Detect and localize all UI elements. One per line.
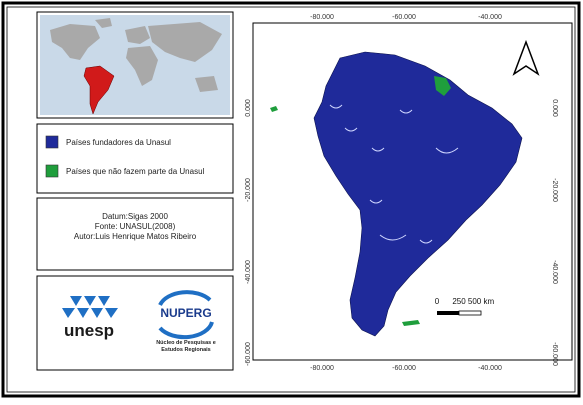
australia: [195, 76, 218, 92]
x-coordinate: -40.000: [478, 365, 502, 372]
scale-label: 0: [435, 297, 440, 306]
y-coordinate: -20.000: [551, 178, 558, 202]
x-coordinate: -60.000: [392, 365, 416, 372]
y-coordinate: 0.000: [551, 99, 558, 117]
world-inset: [40, 15, 230, 115]
y-coordinate: -20.000: [245, 178, 252, 202]
main-map: [270, 39, 540, 337]
scale-label: 250: [452, 297, 466, 306]
nuperg-text: NUPERG: [160, 306, 211, 320]
country-labels-placeholder: [329, 104, 459, 244]
europe: [125, 26, 150, 44]
arc: [158, 321, 214, 340]
north-arrow: [512, 39, 540, 76]
africa: [126, 46, 158, 86]
south-america: [313, 51, 523, 337]
scale-label: 500 km: [468, 297, 495, 306]
x-coordinate: -40.000: [478, 14, 502, 21]
y-coordinate: -40.000: [551, 260, 558, 284]
falklands: [402, 320, 420, 326]
logos-panel: [36, 275, 234, 371]
info-panel: [36, 197, 234, 271]
nuperg-logo: NUPERG Núcleo de Pesquisas e Estudos Reg…: [156, 290, 216, 353]
greenland: [95, 18, 112, 28]
nuperg-caption: Núcleo de Pesquisas e: [156, 340, 216, 346]
x-coordinate: -80.000: [310, 14, 334, 21]
unesp-logo: unesp: [62, 296, 118, 340]
x-coordinate: -60.000: [392, 14, 416, 21]
y-coordinate: 0.000: [245, 99, 252, 117]
coordinates: -80.000 -80.000 -60.000 -60.000 -40.000 -40.0…: [245, 14, 558, 372]
y-coordinate: -60.000: [551, 342, 558, 366]
y-coordinate: -60.000: [245, 342, 252, 366]
unesp-text: unesp: [64, 321, 114, 340]
legend-label: Países que não fazem parte da Unasul: [66, 167, 205, 176]
legend-panel: [36, 123, 234, 194]
north-america: [50, 24, 100, 60]
y-coordinate: -40.000: [245, 260, 252, 284]
south-america: [83, 65, 115, 115]
info-line: Autor:Luis Henrique Matos Ribeiro: [74, 232, 197, 241]
scale-labels: 0 250 500 km: [435, 297, 495, 306]
scale-bar: [437, 310, 482, 316]
galapagos: [270, 106, 278, 112]
legend-label: Países fundadores da Unasul: [66, 138, 171, 147]
info-line: Datum:Sigas 2000: [102, 212, 168, 221]
legend: Países fundadores da Unasul Países que nã…: [45, 135, 205, 178]
info-line: Fonte: UNASUL(2008): [95, 222, 176, 231]
asia: [148, 22, 222, 62]
inner-frame: [6, 6, 576, 393]
nuperg-caption: Estudos Regionais: [161, 347, 211, 353]
arc: [158, 290, 212, 306]
legend-swatch: [45, 135, 59, 149]
french-guiana: [434, 76, 451, 96]
legend-swatch: [45, 164, 59, 178]
x-coordinate: -80.000: [310, 365, 334, 372]
unesp-mark: [62, 296, 118, 318]
